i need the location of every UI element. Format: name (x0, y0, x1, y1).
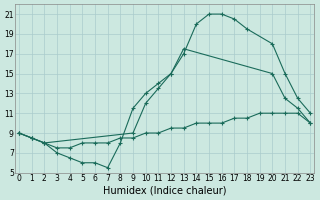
X-axis label: Humidex (Indice chaleur): Humidex (Indice chaleur) (103, 186, 227, 196)
